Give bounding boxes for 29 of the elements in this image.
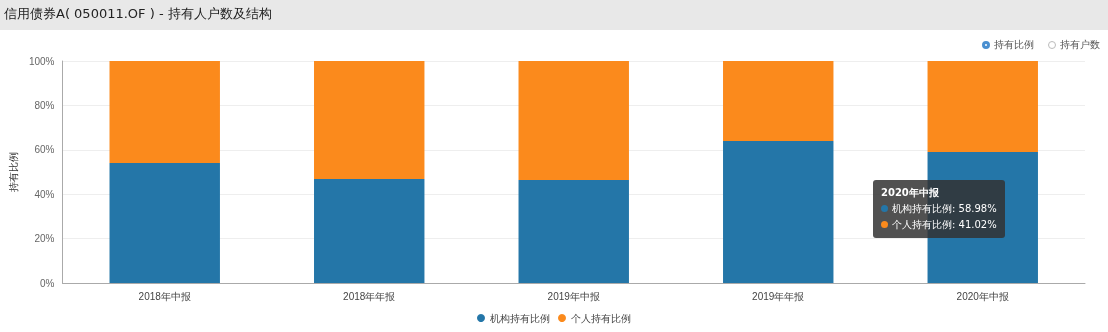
x-tick-label: 2018年中报	[138, 290, 191, 302]
y-tick-label: 60%	[34, 144, 55, 156]
x-tick-label: 2019年年报	[752, 290, 805, 302]
bar	[723, 61, 834, 141]
y-tick-label: 0%	[40, 277, 55, 289]
annotation: 机构持有比例: 58.98%	[891, 202, 997, 216]
y-tick-label: 20%	[34, 233, 55, 245]
y-tick-label: 80%	[34, 99, 55, 111]
bar	[518, 61, 629, 180]
bar	[723, 140, 834, 283]
bar	[927, 61, 1038, 153]
x-tick-label: 2018年年报	[343, 290, 396, 302]
bar	[109, 61, 220, 163]
y-tick-label: 40%	[34, 188, 55, 200]
x-tick-label: 2020年中报	[956, 290, 1009, 302]
bar	[109, 162, 220, 283]
y-axis-title: 持有比例	[7, 152, 19, 192]
x-tick-label: 2019年中报	[547, 290, 600, 302]
bar	[518, 179, 629, 283]
bar	[314, 179, 425, 283]
annotation: 2020年中报	[881, 186, 940, 200]
text: 持有户数	[1059, 38, 1100, 52]
text: 持有比例	[993, 38, 1034, 52]
annotation: 个人持有比例: 41.02%	[891, 218, 997, 232]
legend-label: 机构持有比例	[490, 312, 550, 324]
bar	[314, 61, 425, 180]
y-tick-label: 100%	[28, 55, 55, 67]
chart-title: 信用债券A( 050011.OF ) - 持有人户数及结构	[0, 0, 1108, 30]
legend-label: 个人持有比例	[571, 312, 631, 324]
